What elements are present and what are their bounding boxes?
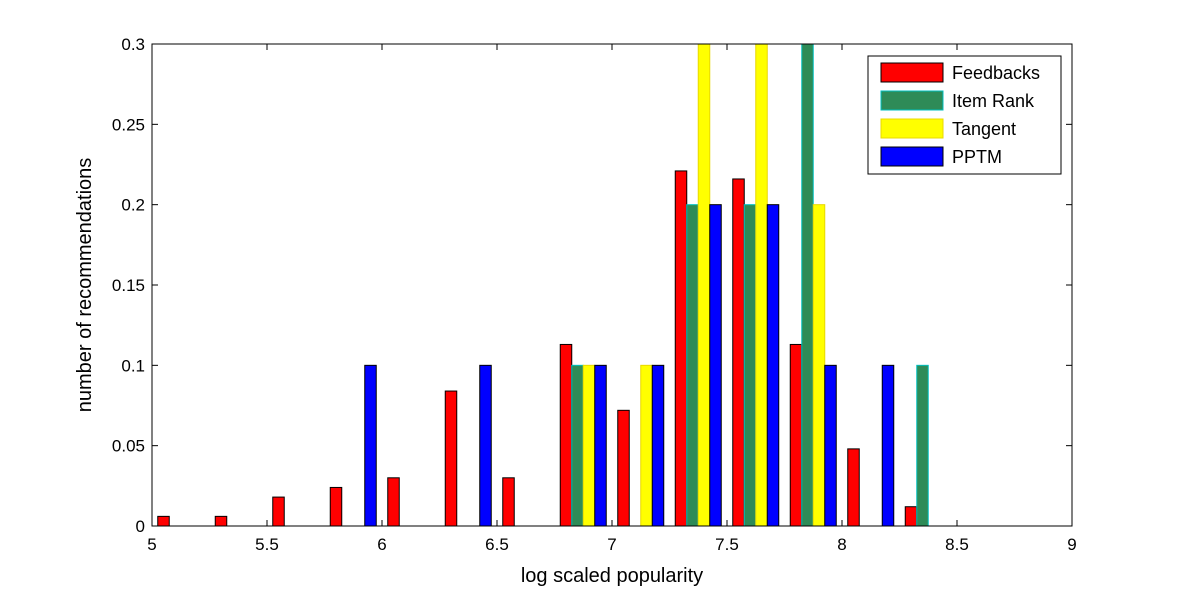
bar-feedbacks <box>444 390 458 527</box>
x-tick-label: 6 <box>377 535 386 554</box>
bar-tangent <box>755 43 768 527</box>
y-tick-label: 0.25 <box>112 115 145 134</box>
bar-feedbacks <box>789 343 803 527</box>
legend-label: Feedbacks <box>952 63 1040 83</box>
bar-tangent <box>582 364 596 527</box>
y-axis-label: number of recommendations <box>74 158 96 413</box>
x-tick-label: 7 <box>607 535 616 554</box>
bar-feedbacks <box>559 343 573 527</box>
y-tick-label: 0.1 <box>121 356 145 375</box>
bar-feedbacks <box>904 506 918 527</box>
y-tick-label: 0.3 <box>121 35 145 54</box>
bar-tangent <box>812 204 826 527</box>
bar-pptm <box>709 204 722 527</box>
x-tick-label: 5 <box>147 535 156 554</box>
bar-feedbacks <box>732 178 745 527</box>
bars-layer <box>157 43 929 527</box>
bar-feedbacks <box>387 477 400 527</box>
legend-swatch <box>880 62 944 83</box>
bar-feedbacks <box>214 515 228 527</box>
bar-item-rank <box>801 43 814 527</box>
bar-feedbacks <box>502 477 515 527</box>
x-axis-label: log scaled popularity <box>521 565 703 587</box>
legend: Feedbacks Item Rank Tangent PPTM <box>867 55 1062 175</box>
bar-pptm <box>364 364 377 527</box>
bar-tangent <box>697 43 711 527</box>
x-tick-label: 8.5 <box>945 535 969 554</box>
y-tick-label: 0 <box>136 517 145 536</box>
bar-pptm <box>766 204 780 527</box>
x-tick-label: 5.5 <box>255 535 279 554</box>
bar-feedbacks <box>272 496 285 527</box>
bar-pptm <box>824 364 837 527</box>
bar-item-rank <box>571 364 584 527</box>
y-tick-label: 0.05 <box>112 437 145 456</box>
x-tick-label: 7.5 <box>715 535 739 554</box>
legend-label: Item Rank <box>952 91 1035 111</box>
bar-item-rank <box>743 204 757 527</box>
bar-pptm <box>594 364 607 527</box>
bar-item-rank <box>686 204 699 527</box>
x-tick-label: 9 <box>1067 535 1076 554</box>
bar-tangent <box>640 364 653 527</box>
y-tick-label: 0.15 <box>112 276 145 295</box>
bar-feedbacks <box>329 486 343 527</box>
legend-label: PPTM <box>952 147 1002 167</box>
legend-swatch <box>880 146 944 167</box>
ticks-layer: 5 5.5 6 6.5 7 7.5 8 8.5 9 0 0.05 0.1 0.15 0.2 0.25 0.3 <box>112 35 1077 554</box>
bar-pptm <box>651 364 665 527</box>
bar-pptm <box>881 364 895 527</box>
legend-swatch <box>880 118 944 139</box>
x-tick-label: 6.5 <box>485 535 509 554</box>
bar-feedbacks <box>617 409 630 527</box>
legend-label: Tangent <box>952 119 1016 139</box>
bar-pptm <box>479 364 492 527</box>
legend-swatch <box>880 90 944 111</box>
bar-feedbacks <box>674 170 688 527</box>
bar-feedbacks <box>157 515 170 527</box>
bar-feedbacks <box>847 448 860 527</box>
bar-item-rank <box>916 364 929 527</box>
x-tick-label: 8 <box>837 535 846 554</box>
y-tick-label: 0.2 <box>121 196 145 215</box>
